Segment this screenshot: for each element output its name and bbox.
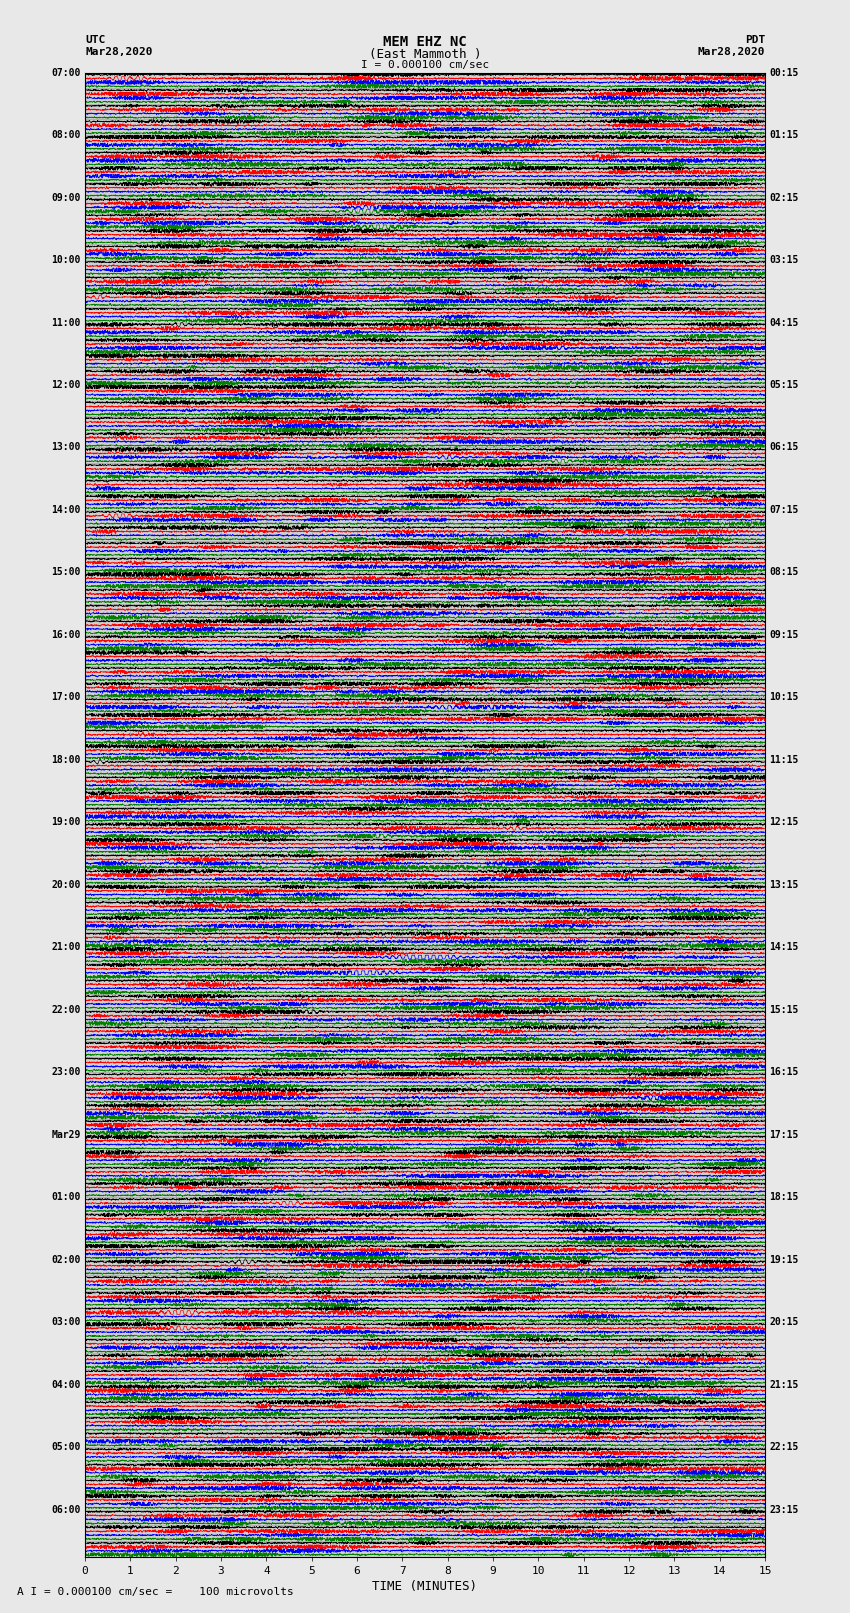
Text: 02:00: 02:00 — [51, 1255, 81, 1265]
Text: 21:15: 21:15 — [769, 1379, 799, 1390]
Text: 19:15: 19:15 — [769, 1255, 799, 1265]
Text: 14:15: 14:15 — [769, 942, 799, 952]
Text: 09:15: 09:15 — [769, 631, 799, 640]
Text: 01:00: 01:00 — [51, 1192, 81, 1202]
Text: 23:00: 23:00 — [51, 1068, 81, 1077]
Text: 02:15: 02:15 — [769, 192, 799, 203]
Text: 11:00: 11:00 — [51, 318, 81, 327]
Text: 16:15: 16:15 — [769, 1068, 799, 1077]
Text: 12:00: 12:00 — [51, 381, 81, 390]
Text: 17:15: 17:15 — [769, 1129, 799, 1140]
Text: 06:00: 06:00 — [51, 1505, 81, 1515]
Text: 20:00: 20:00 — [51, 879, 81, 890]
Text: 23:15: 23:15 — [769, 1505, 799, 1515]
Text: 15:00: 15:00 — [51, 568, 81, 577]
X-axis label: TIME (MINUTES): TIME (MINUTES) — [372, 1579, 478, 1592]
Text: 14:00: 14:00 — [51, 505, 81, 515]
Text: 11:15: 11:15 — [769, 755, 799, 765]
Text: Mar28,2020: Mar28,2020 — [85, 47, 152, 56]
Text: 08:00: 08:00 — [51, 131, 81, 140]
Text: 03:15: 03:15 — [769, 255, 799, 265]
Text: 18:00: 18:00 — [51, 755, 81, 765]
Text: 13:00: 13:00 — [51, 442, 81, 453]
Text: PDT: PDT — [745, 35, 765, 45]
Text: Mar28,2020: Mar28,2020 — [698, 47, 765, 56]
Text: 10:00: 10:00 — [51, 255, 81, 265]
Text: 01:15: 01:15 — [769, 131, 799, 140]
Text: Mar29: Mar29 — [51, 1129, 81, 1140]
Text: 19:00: 19:00 — [51, 818, 81, 827]
Text: 13:15: 13:15 — [769, 879, 799, 890]
Text: 05:15: 05:15 — [769, 381, 799, 390]
Text: 07:15: 07:15 — [769, 505, 799, 515]
Text: 21:00: 21:00 — [51, 942, 81, 952]
Text: 04:00: 04:00 — [51, 1379, 81, 1390]
Text: 17:00: 17:00 — [51, 692, 81, 702]
Text: 18:15: 18:15 — [769, 1192, 799, 1202]
Text: 20:15: 20:15 — [769, 1318, 799, 1327]
Text: A I = 0.000100 cm/sec =    100 microvolts: A I = 0.000100 cm/sec = 100 microvolts — [17, 1587, 294, 1597]
Text: 07:00: 07:00 — [51, 68, 81, 77]
Text: 22:15: 22:15 — [769, 1442, 799, 1452]
Text: 08:15: 08:15 — [769, 568, 799, 577]
Text: 10:15: 10:15 — [769, 692, 799, 702]
Text: UTC: UTC — [85, 35, 105, 45]
Text: 03:00: 03:00 — [51, 1318, 81, 1327]
Text: 06:15: 06:15 — [769, 442, 799, 453]
Text: MEM EHZ NC: MEM EHZ NC — [383, 35, 467, 50]
Text: 04:15: 04:15 — [769, 318, 799, 327]
Text: 05:00: 05:00 — [51, 1442, 81, 1452]
Text: 16:00: 16:00 — [51, 631, 81, 640]
Text: 15:15: 15:15 — [769, 1005, 799, 1015]
Text: 12:15: 12:15 — [769, 818, 799, 827]
Text: 22:00: 22:00 — [51, 1005, 81, 1015]
Text: 09:00: 09:00 — [51, 192, 81, 203]
Text: (East Mammoth ): (East Mammoth ) — [369, 48, 481, 61]
Text: 00:15: 00:15 — [769, 68, 799, 77]
Text: I = 0.000100 cm/sec: I = 0.000100 cm/sec — [361, 60, 489, 69]
